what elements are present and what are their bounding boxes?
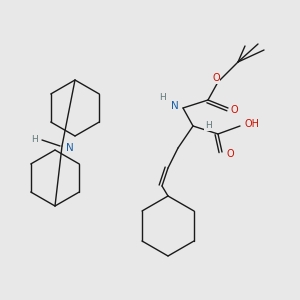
Text: O: O xyxy=(212,73,220,83)
Text: O: O xyxy=(226,149,234,159)
Text: N: N xyxy=(171,101,179,111)
Text: H: H xyxy=(205,122,212,130)
Text: O: O xyxy=(230,105,238,115)
Text: H: H xyxy=(160,94,167,103)
Text: OH: OH xyxy=(244,119,260,129)
Text: N: N xyxy=(66,143,74,153)
Text: H: H xyxy=(31,136,38,145)
